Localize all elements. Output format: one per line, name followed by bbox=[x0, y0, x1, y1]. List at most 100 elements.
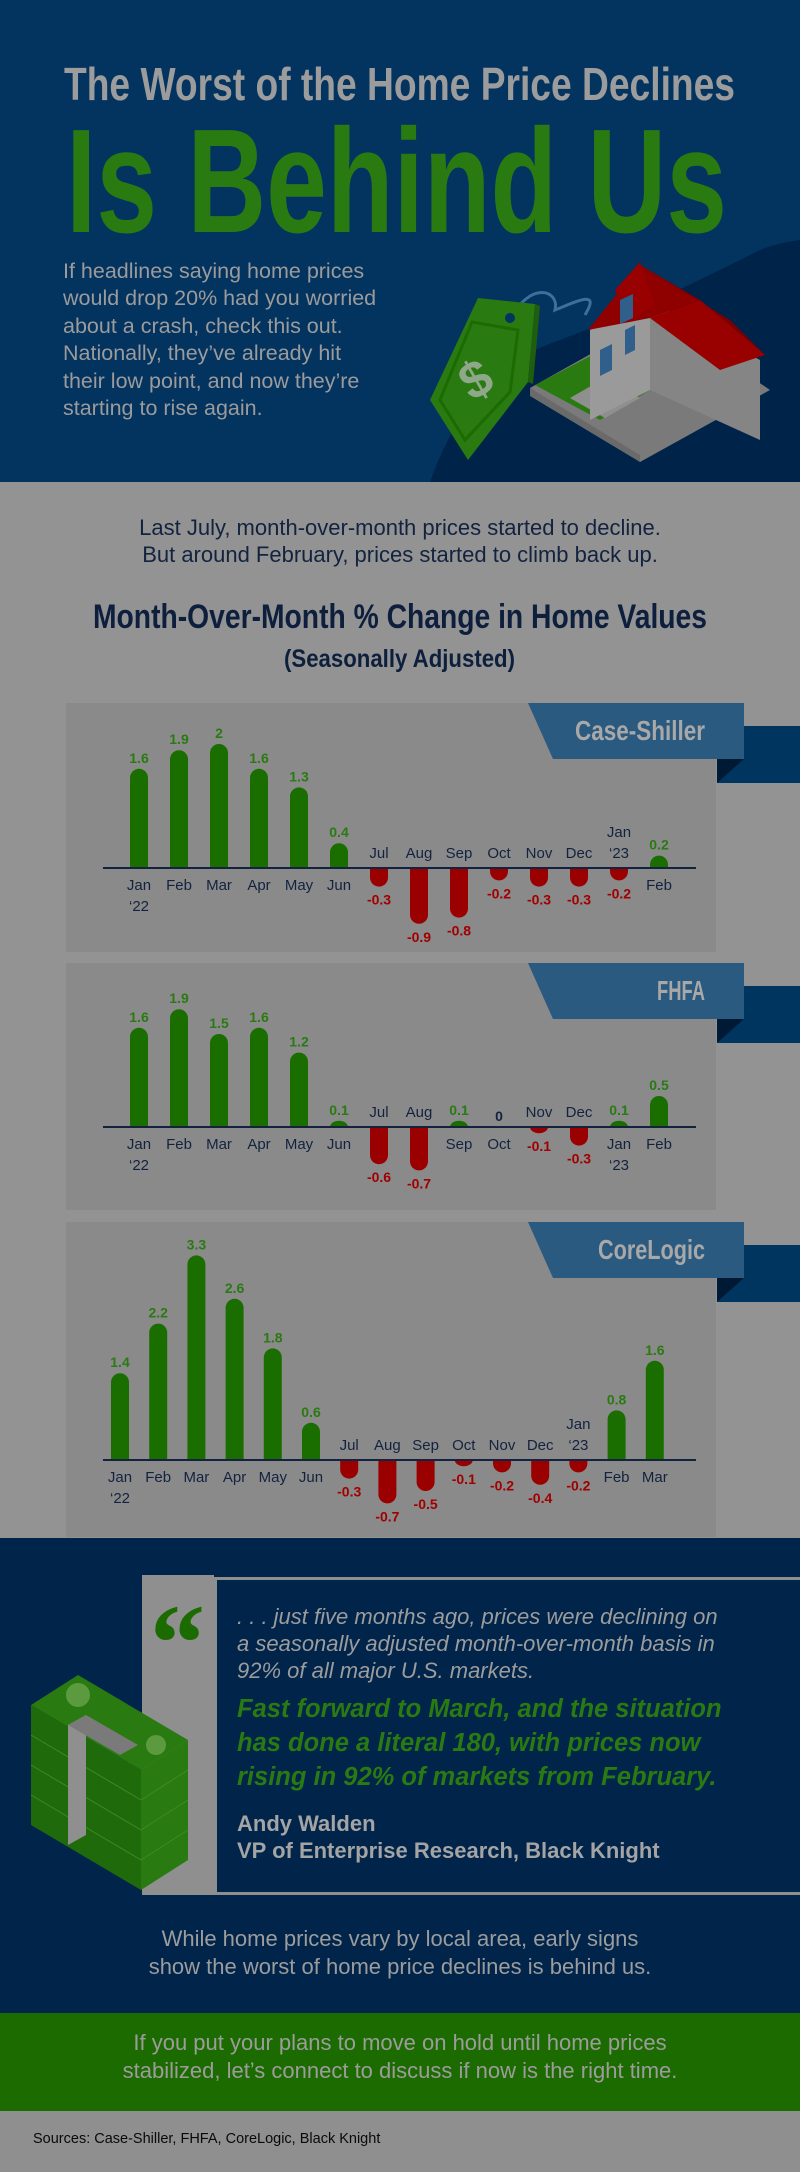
chart-heading: Month-Over-Month % Change in Home Values… bbox=[93, 598, 707, 673]
bar bbox=[650, 1096, 668, 1127]
lead-line: But around February, prices started to c… bbox=[142, 542, 658, 567]
data-label: 0.8 bbox=[607, 1391, 627, 1407]
tag-ribbon-fold bbox=[717, 759, 744, 783]
bar bbox=[340, 1460, 359, 1479]
x-tick-label: Nov bbox=[526, 845, 553, 862]
x-tick-label-line: Nov bbox=[489, 1437, 516, 1454]
bar bbox=[170, 1009, 188, 1127]
data-label: -0.7 bbox=[407, 1175, 431, 1191]
data-label: 1.5 bbox=[209, 1015, 229, 1031]
bar bbox=[290, 1052, 308, 1127]
x-tick-label: Jun bbox=[299, 1469, 323, 1486]
quote-author-title: VP of Enterprise Research, Black Knight bbox=[237, 1838, 660, 1863]
intro-line: starting to rise again. bbox=[63, 396, 263, 421]
house-icon bbox=[530, 262, 770, 462]
x-tick-label-line: Dec bbox=[527, 1437, 554, 1454]
x-tick-label: Feb bbox=[145, 1469, 171, 1486]
bar bbox=[410, 868, 428, 924]
chart-lead-text: Last July, month-over-month prices start… bbox=[0, 514, 800, 568]
x-tick-label: Jan ‘22 bbox=[108, 1469, 132, 1507]
bar bbox=[290, 787, 308, 868]
chart-source-title: FHFA bbox=[657, 975, 705, 1006]
x-tick-label-line: Oct bbox=[487, 845, 511, 862]
bar bbox=[130, 1027, 148, 1127]
data-label: -0.6 bbox=[367, 1169, 391, 1185]
x-tick-label: Dec bbox=[566, 1104, 593, 1121]
x-tick-label: Feb bbox=[646, 877, 672, 894]
bar bbox=[530, 1127, 548, 1134]
tag-ribbon-fold bbox=[717, 1278, 744, 1302]
intro-line: Nationally, they’ve already hit bbox=[63, 341, 342, 366]
bar bbox=[650, 855, 668, 868]
x-tick-label: Feb bbox=[646, 1136, 672, 1153]
x-tick-label-line: Jan bbox=[127, 1136, 151, 1153]
x-tick-label-line: Nov bbox=[526, 1104, 553, 1121]
x-tick-label-line: Feb bbox=[166, 877, 192, 894]
x-tick-label: Jul bbox=[340, 1437, 359, 1454]
x-tick-label-line: Feb bbox=[646, 877, 672, 894]
x-tick-label-line: May bbox=[285, 877, 314, 894]
money-stack-icon bbox=[30, 1675, 189, 1890]
bar bbox=[302, 1422, 320, 1460]
data-label: 0.1 bbox=[329, 1102, 349, 1118]
data-label: -0.3 bbox=[527, 892, 551, 908]
chart-title: Month-Over-Month % Change in Home Values bbox=[93, 598, 707, 636]
header-graphics: The Worst of the Home Price Declines Is … bbox=[64, 58, 800, 482]
x-tick-label-line: ‘23 bbox=[609, 1157, 629, 1174]
x-tick-label: Mar bbox=[183, 1469, 209, 1486]
sources-text: Sources: Case-Shiller, FHFA, CoreLogic, … bbox=[33, 2131, 381, 2147]
data-label: -0.1 bbox=[527, 1138, 551, 1154]
x-tick-label: Jun bbox=[327, 877, 351, 894]
bar bbox=[263, 1348, 282, 1460]
quote-line: . . . just five months ago, prices were … bbox=[237, 1604, 718, 1629]
x-tick-label-line: Feb bbox=[145, 1469, 171, 1486]
x-tick-label: Jan ‘22 bbox=[127, 1136, 151, 1174]
x-tick-label-line: Aug bbox=[406, 1104, 433, 1121]
chart-subtitle: (Seasonally Adjusted) bbox=[284, 645, 515, 673]
data-label: -0.9 bbox=[407, 929, 431, 945]
bar bbox=[149, 1323, 168, 1460]
x-tick-label: Sep bbox=[446, 845, 473, 862]
x-tick-label: Jul bbox=[369, 845, 388, 862]
title-line-1: The Worst of the Home Price Declines bbox=[64, 58, 735, 110]
x-tick-label: Jan ‘23 bbox=[607, 1136, 631, 1174]
data-label: 1.6 bbox=[129, 1009, 149, 1025]
title-line-2: Is Behind Us bbox=[66, 99, 727, 264]
x-tick-label-line: Mar bbox=[183, 1469, 209, 1486]
x-tick-label-line: ‘22 bbox=[110, 1490, 130, 1507]
x-tick-label: Mar bbox=[642, 1469, 668, 1486]
data-label: -0.5 bbox=[414, 1496, 438, 1512]
cta-line: If you put your plans to move on hold un… bbox=[133, 2030, 667, 2055]
data-label: -0.1 bbox=[452, 1471, 476, 1487]
x-tick-label: Nov bbox=[489, 1437, 516, 1454]
bar bbox=[530, 868, 548, 887]
data-label: 1.3 bbox=[289, 768, 309, 784]
x-tick-label: Dec bbox=[527, 1437, 554, 1454]
x-tick-label-line: May bbox=[259, 1469, 288, 1486]
x-tick-label: Jul bbox=[369, 1104, 388, 1121]
x-tick-label-line: ‘22 bbox=[129, 1157, 149, 1174]
chart-source-title: CoreLogic bbox=[598, 1234, 705, 1265]
x-tick-label-line: Sep bbox=[446, 1136, 473, 1153]
x-tick-label-line: Jul bbox=[340, 1437, 359, 1454]
x-tick-label-line: Jan bbox=[607, 1136, 631, 1153]
quote-highlight-line: has done a literal 180, with prices now bbox=[237, 1729, 701, 1757]
bar bbox=[645, 1360, 664, 1460]
bar bbox=[610, 1120, 628, 1127]
x-tick-label-line: Jan bbox=[108, 1469, 132, 1486]
data-label: 1.6 bbox=[249, 1009, 269, 1025]
bar bbox=[370, 1127, 388, 1165]
x-tick-label-line: Feb bbox=[646, 1136, 672, 1153]
source-tag: CoreLogic bbox=[528, 1222, 800, 1302]
data-label: 0.1 bbox=[449, 1102, 469, 1118]
x-tick-label-line: ‘23 bbox=[568, 1437, 588, 1454]
cta-text: If you put your plans to move on hold un… bbox=[0, 2029, 800, 2085]
data-label: -0.3 bbox=[567, 1151, 591, 1167]
tag-banner bbox=[528, 1222, 744, 1278]
bar bbox=[410, 1127, 428, 1171]
tag-ribbon-fold bbox=[717, 1019, 744, 1043]
bar bbox=[187, 1255, 206, 1460]
data-label: -0.7 bbox=[375, 1508, 399, 1524]
x-tick-label-line: Apr bbox=[247, 877, 270, 894]
